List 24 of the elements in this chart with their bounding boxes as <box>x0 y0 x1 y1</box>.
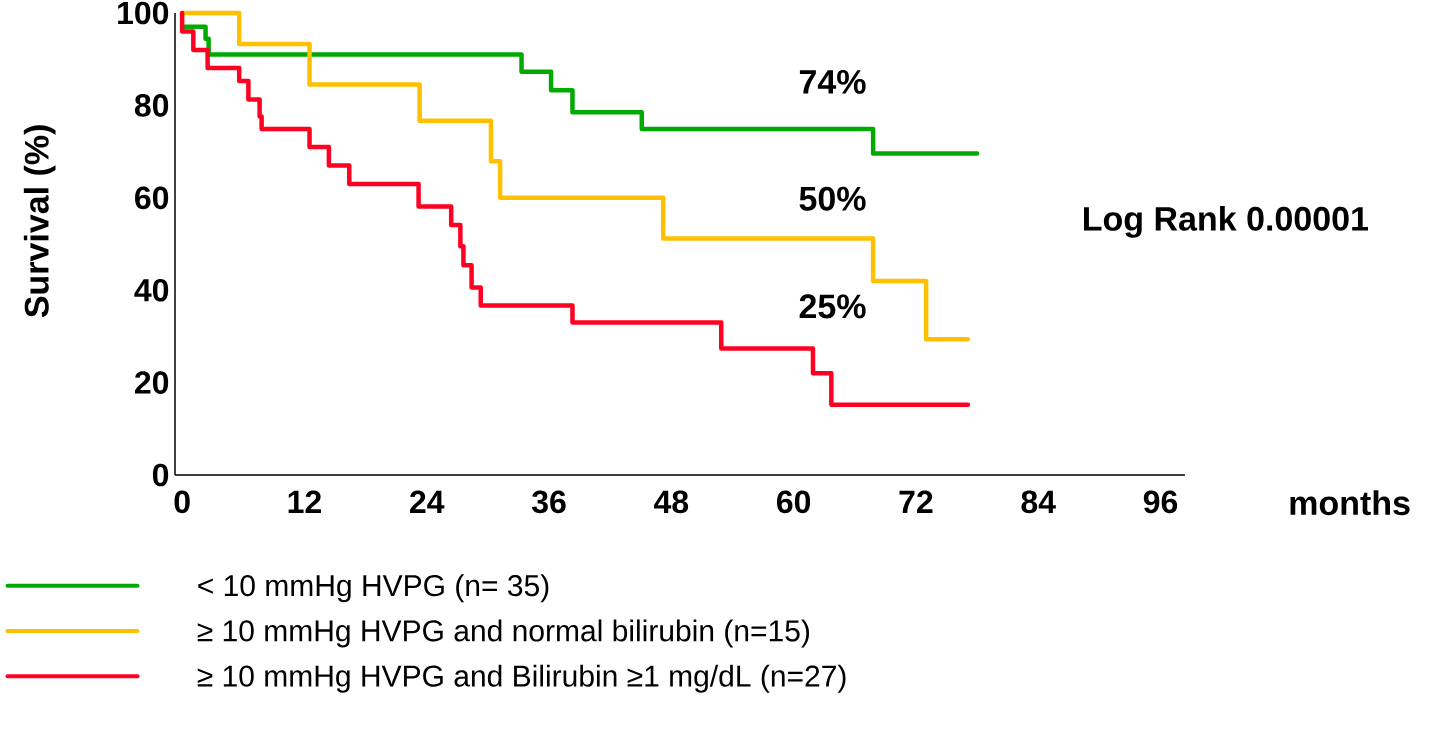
annotation: 50% <box>799 186 866 211</box>
x-tick-label: 60 <box>777 490 811 514</box>
x-tick-label: 12 <box>288 490 321 513</box>
x-tick-label: 72 <box>899 490 933 513</box>
x-tick-label: 96 <box>1143 490 1178 514</box>
annotation: 74% <box>799 69 866 94</box>
legend-label: ≥ 10 mmHg HVPG and normal bilirubin (n=15) <box>197 619 810 648</box>
x-tick-label: 0 <box>174 490 190 514</box>
y-tick-label: 20 <box>134 371 169 394</box>
y-tick-label: 60 <box>135 186 169 210</box>
annotation: 25% <box>799 294 866 319</box>
y-tick-label: 80 <box>134 94 169 117</box>
y-axis-title: Survival (%) <box>23 125 56 318</box>
x-tick-label: 84 <box>1021 490 1056 514</box>
y-tick-label: 40 <box>134 278 169 302</box>
x-tick-label: 48 <box>654 490 689 514</box>
x-tick-label: 24 <box>410 490 445 513</box>
y-tick-label: 0 <box>152 463 169 487</box>
legend-label: < 10 mmHg HVPG (n= 35) <box>198 574 549 603</box>
x-axis-title: months <box>1290 490 1410 516</box>
legend-label: ≥ 10 mmHg HVPG and Bilirubin ≥1 mg/dL (n=27) <box>197 664 846 693</box>
y-tick-label: 100 <box>118 1 169 25</box>
x-tick-label: 36 <box>531 490 566 514</box>
annotation: Log Rank 0.00001 <box>1084 205 1368 238</box>
